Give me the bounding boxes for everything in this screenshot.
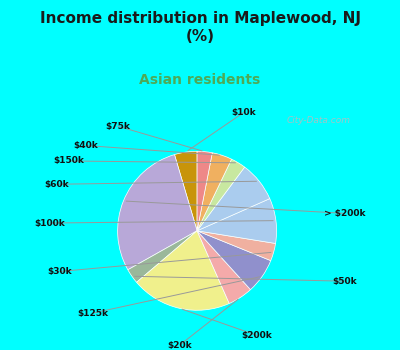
Text: $30k: $30k: [47, 267, 72, 276]
Text: $150k: $150k: [54, 156, 84, 166]
Wedge shape: [197, 231, 271, 289]
Text: $20k: $20k: [167, 341, 192, 350]
Wedge shape: [197, 231, 276, 261]
Text: $40k: $40k: [73, 141, 98, 150]
Text: $10k: $10k: [231, 108, 256, 117]
Wedge shape: [128, 231, 197, 282]
Wedge shape: [197, 198, 276, 244]
Wedge shape: [197, 153, 232, 231]
Wedge shape: [197, 167, 270, 231]
Text: $50k: $50k: [332, 277, 357, 286]
Wedge shape: [118, 155, 197, 270]
Text: $125k: $125k: [77, 309, 108, 318]
Text: Asian residents: Asian residents: [139, 74, 261, 88]
Text: City-Data.com: City-Data.com: [286, 116, 350, 125]
Text: $75k: $75k: [105, 121, 130, 131]
Wedge shape: [197, 231, 250, 303]
Text: $100k: $100k: [34, 218, 65, 228]
Wedge shape: [174, 151, 197, 231]
Wedge shape: [197, 159, 245, 231]
Wedge shape: [136, 231, 229, 310]
Text: > $200k: > $200k: [324, 209, 365, 218]
Text: $200k: $200k: [242, 331, 272, 340]
Text: Income distribution in Maplewood, NJ
(%): Income distribution in Maplewood, NJ (%): [40, 10, 360, 44]
Text: $60k: $60k: [44, 180, 69, 189]
Wedge shape: [197, 151, 212, 231]
